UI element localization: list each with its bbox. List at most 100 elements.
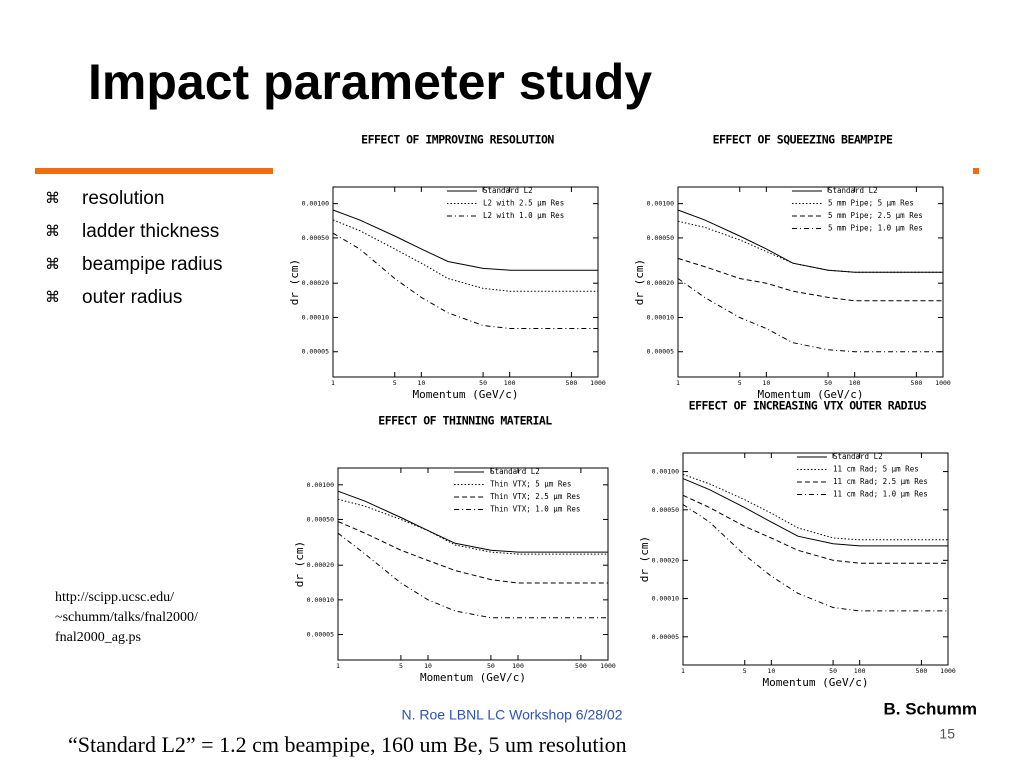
y-tick-label: 0.00005 <box>307 630 334 638</box>
x-tick-label: 100 <box>512 662 524 670</box>
chart: EFFECT OF INCREASING VTX OUTER RADIUS Mom… <box>638 399 956 690</box>
footer: N. Roe LBNL LC Workshop 6/28/02 <box>401 707 622 723</box>
link-line: http://scipp.ucsc.edu/ <box>55 590 174 605</box>
y-tick-label: 0.00050 <box>307 515 334 523</box>
y-axis-label: dr (cm) <box>638 536 651 582</box>
x-tick-label: 50 <box>824 379 832 387</box>
legend-label: Standard L2 <box>483 186 533 195</box>
series-line <box>677 278 943 353</box>
x-tick-label: 5 <box>738 379 742 387</box>
bullet-symbol: ⌘ <box>45 256 60 273</box>
legend-label: Thin VTX; 1.0 μm Res <box>490 505 580 514</box>
bullet-symbol: ⌘ <box>45 223 60 240</box>
plot-frame <box>337 467 609 661</box>
y-tick-label: 0.00050 <box>652 506 679 514</box>
x-axis-label: Momentum (GeV/c) <box>758 388 864 401</box>
legend-label: Standard L2 <box>833 452 883 461</box>
legend-label: Standard L2 <box>490 467 540 476</box>
x-tick-label: 5 <box>399 662 403 670</box>
plot-frame <box>332 186 599 378</box>
y-tick-label: 0.00010 <box>307 596 334 604</box>
y-tick-label: 0.00020 <box>307 561 334 569</box>
series-line <box>677 220 943 273</box>
series-line <box>337 498 608 555</box>
bullet-text: ladder thickness <box>82 221 219 242</box>
x-tick-label: 50 <box>829 667 837 675</box>
chart: EFFECT OF THINNING MATERIAL Momentum (GeV… <box>293 414 616 685</box>
x-tick-label: 1000 <box>590 379 606 387</box>
x-tick-label: 500 <box>566 379 578 387</box>
series-line <box>332 209 598 271</box>
series-line <box>682 504 948 612</box>
legend-label: L2 with 2.5 μm Res <box>483 199 564 208</box>
y-tick-label: 0.00020 <box>647 279 674 287</box>
plot-frame <box>677 186 944 378</box>
x-tick-label: 1 <box>331 379 335 387</box>
link-line: fnal2000_ag.ps <box>55 630 141 645</box>
x-tick-label: 500 <box>916 667 928 675</box>
caption: “Standard L2” = 1.2 cm beampipe, 160 um … <box>68 732 627 757</box>
legend-label: 11 cm Rad; 1.0 μm Res <box>833 490 928 499</box>
legend-label: Thin VTX; 2.5 μm Res <box>490 492 580 501</box>
legend-label: 5 mm Pipe; 1.0 μm Res <box>828 224 923 233</box>
legend-label: 11 cm Rad; 5 μm Res <box>833 465 919 474</box>
y-tick-label: 0.00100 <box>307 481 334 489</box>
x-tick-label: 100 <box>504 379 516 387</box>
y-tick-label: 0.00005 <box>302 348 329 356</box>
bullet-symbol: ⌘ <box>45 190 60 207</box>
x-tick-label: 50 <box>487 662 495 670</box>
y-tick-label: 0.00100 <box>302 200 329 208</box>
slide-title: Impact parameter study <box>88 54 652 110</box>
series-line <box>332 219 598 292</box>
x-tick-label: 10 <box>417 379 425 387</box>
series-line <box>677 257 943 302</box>
y-tick-label: 0.00005 <box>647 348 674 356</box>
y-tick-label: 0.00010 <box>647 313 674 321</box>
bullet-text: resolution <box>82 188 164 209</box>
legend-label: L2 with 1.0 μm Res <box>483 211 564 220</box>
x-tick-label: 1000 <box>940 667 956 675</box>
series-line <box>337 532 608 619</box>
link-line: ~schumm/talks/fnal2000/ <box>55 610 198 625</box>
x-tick-label: 1000 <box>600 662 616 670</box>
legend-label: Thin VTX; 5 μm Res <box>490 480 571 489</box>
y-axis-label: dr (cm) <box>293 541 306 587</box>
y-axis-label: dr (cm) <box>633 259 646 305</box>
x-tick-label: 1 <box>336 662 340 670</box>
x-axis-label: Momentum (GeV/c) <box>420 671 526 684</box>
y-tick-label: 0.00020 <box>302 279 329 287</box>
series-line <box>682 478 948 547</box>
accent-dot <box>973 168 979 174</box>
y-tick-label: 0.00010 <box>302 313 329 321</box>
y-axis-label: dr (cm) <box>288 259 301 305</box>
series-line <box>337 521 608 584</box>
bullet-text: beampipe radius <box>82 254 222 275</box>
plot-frame <box>682 452 949 666</box>
x-axis-label: Momentum (GeV/c) <box>763 676 869 689</box>
chart-title: EFFECT OF THINNING MATERIAL <box>378 414 552 428</box>
y-tick-label: 0.00050 <box>647 234 674 242</box>
y-tick-label: 0.00100 <box>647 200 674 208</box>
legend-label: Standard L2 <box>828 186 878 195</box>
x-tick-label: 10 <box>762 379 770 387</box>
x-axis-label: Momentum (GeV/c) <box>413 388 519 401</box>
x-tick-label: 1 <box>681 667 685 675</box>
x-tick-label: 1 <box>676 379 680 387</box>
x-tick-label: 10 <box>424 662 432 670</box>
chart: EFFECT OF SQUEEZING BEAMPIPE Momentum (Ge… <box>633 133 951 402</box>
bullet-text: outer radius <box>82 287 182 308</box>
bullet-list: ⌘ resolution ⌘ ladder thickness ⌘ beampipe ra… <box>45 188 222 308</box>
x-tick-label: 50 <box>479 379 487 387</box>
chart: EFFECT OF IMPROVING RESOLUTION Momentum (… <box>288 133 606 402</box>
y-tick-label: 0.00050 <box>302 234 329 242</box>
chart-title: EFFECT OF INCREASING VTX OUTER RADIUS <box>689 399 927 413</box>
y-tick-label: 0.00005 <box>652 633 679 641</box>
chart-title: EFFECT OF SQUEEZING BEAMPIPE <box>713 133 893 147</box>
x-tick-label: 100 <box>854 667 866 675</box>
bullet-symbol: ⌘ <box>45 289 60 306</box>
author: B. Schumm <box>883 699 977 718</box>
y-tick-label: 0.00020 <box>652 556 679 564</box>
accent-bar <box>35 168 273 174</box>
